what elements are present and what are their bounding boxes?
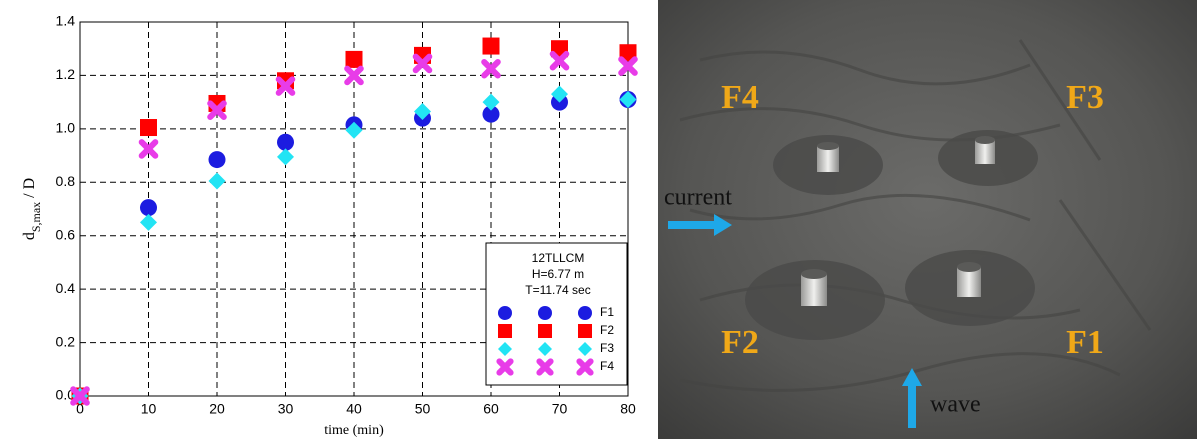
y-tick-label: 0.8 xyxy=(56,173,76,189)
legend-marker xyxy=(538,306,552,320)
pile-label: F1 xyxy=(1066,324,1104,361)
page: 0.00.20.40.60.81.01.21.40102030405060708… xyxy=(0,0,1197,439)
legend-marker xyxy=(538,324,552,338)
marker xyxy=(277,134,294,151)
marker xyxy=(483,38,500,55)
marker xyxy=(140,199,157,216)
x-tick-label: 70 xyxy=(552,401,568,417)
marker xyxy=(347,69,361,83)
x-tick-label: 40 xyxy=(346,401,362,417)
x-tick-label: 20 xyxy=(209,401,225,417)
legend-label: F1 xyxy=(600,305,614,319)
legend-label: F3 xyxy=(600,341,614,355)
y-tick-label: 1.0 xyxy=(56,120,76,136)
legend-label: F4 xyxy=(600,359,614,373)
pile-label: F4 xyxy=(721,79,759,116)
legend-marker xyxy=(498,306,512,320)
pile-label: F2 xyxy=(721,324,759,361)
legend-marker xyxy=(498,324,512,338)
marker xyxy=(277,148,294,165)
legend-marker xyxy=(499,361,510,372)
x-tick-label: 10 xyxy=(141,401,157,417)
y-tick-label: 1.4 xyxy=(56,13,76,29)
pile-label: F3 xyxy=(1066,79,1104,116)
y-tick-label: 0.2 xyxy=(56,333,76,349)
wave-label: wave xyxy=(930,392,981,418)
y-axis-label: dS,max / D xyxy=(21,178,43,240)
marker xyxy=(483,94,500,111)
x-tick-label: 30 xyxy=(278,401,294,417)
legend-label: F2 xyxy=(600,323,614,337)
x-tick-label: 50 xyxy=(415,401,431,417)
photo: F4 F3 F2 F1 current wave xyxy=(658,0,1197,439)
legend-title: T=11.74 sec xyxy=(525,283,590,297)
marker xyxy=(140,214,157,231)
x-tick-label: 60 xyxy=(483,401,499,417)
legend-marker xyxy=(578,306,592,320)
marker xyxy=(346,51,363,68)
legend-marker xyxy=(578,324,592,338)
x-axis-label: time (min) xyxy=(324,423,384,438)
marker xyxy=(209,151,226,168)
legend-marker xyxy=(539,361,550,372)
x-tick-label: 80 xyxy=(620,401,636,417)
marker xyxy=(209,172,226,189)
legend-marker xyxy=(579,361,590,372)
y-axis-label-part: S,max xyxy=(29,202,43,232)
y-tick-label: 0.4 xyxy=(56,280,76,296)
legend-title: H=6.77 m xyxy=(532,267,584,281)
current-label: current xyxy=(664,185,732,211)
y-axis-label-part: d xyxy=(21,232,38,240)
y-axis-label-part: / D xyxy=(21,178,38,202)
marker xyxy=(140,119,157,136)
y-tick-label: 1.2 xyxy=(56,66,76,82)
legend-title: 12TLLCM xyxy=(532,251,585,265)
y-tick-label: 0.6 xyxy=(56,226,76,242)
